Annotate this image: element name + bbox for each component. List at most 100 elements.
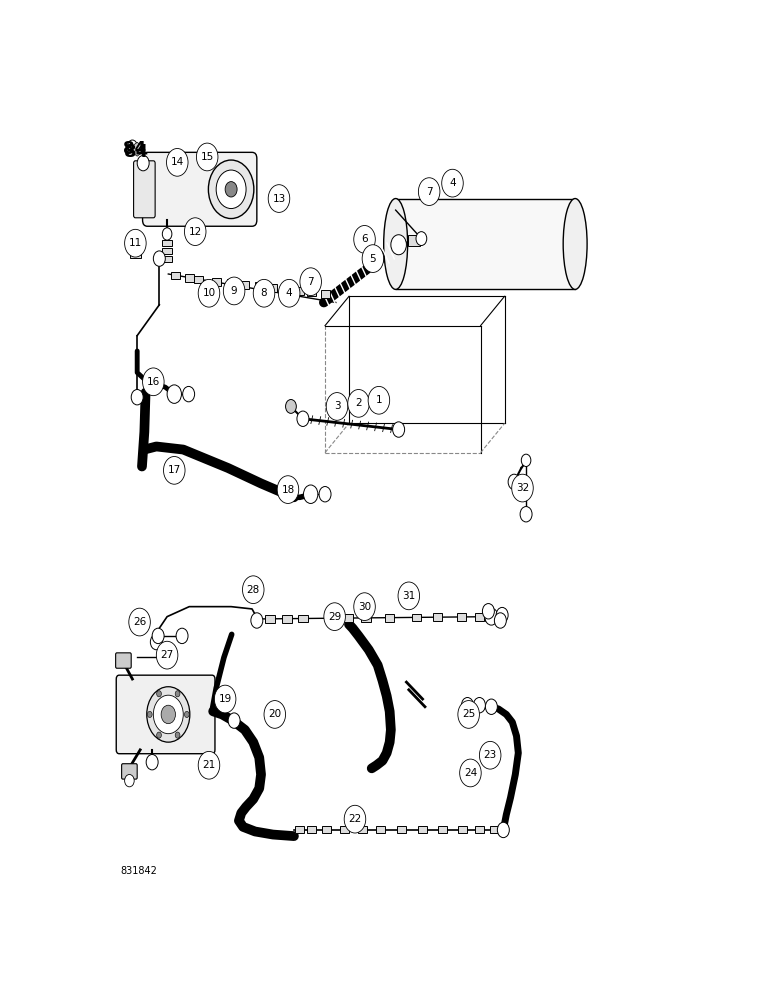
Text: 2: 2 bbox=[355, 398, 362, 408]
Text: 10: 10 bbox=[202, 288, 215, 298]
Circle shape bbox=[225, 182, 237, 197]
Text: 11: 11 bbox=[129, 238, 142, 248]
Circle shape bbox=[264, 701, 286, 728]
Circle shape bbox=[520, 482, 532, 497]
Circle shape bbox=[161, 705, 175, 724]
Circle shape bbox=[303, 485, 318, 503]
Circle shape bbox=[286, 400, 296, 413]
Circle shape bbox=[176, 628, 188, 644]
Circle shape bbox=[175, 732, 180, 738]
Text: 84: 84 bbox=[124, 140, 147, 158]
Circle shape bbox=[198, 751, 220, 779]
Text: 32: 32 bbox=[516, 483, 529, 493]
Bar bbox=[325, 614, 334, 622]
Bar bbox=[194, 276, 203, 283]
Circle shape bbox=[147, 687, 190, 742]
Text: 25: 25 bbox=[462, 709, 476, 719]
Circle shape bbox=[137, 155, 149, 171]
Text: 7: 7 bbox=[426, 187, 432, 197]
Circle shape bbox=[418, 178, 440, 205]
Circle shape bbox=[147, 711, 152, 718]
Circle shape bbox=[494, 613, 506, 628]
Circle shape bbox=[208, 160, 254, 219]
Bar bbox=[162, 248, 172, 254]
Circle shape bbox=[362, 245, 384, 272]
Circle shape bbox=[485, 608, 498, 625]
Circle shape bbox=[512, 474, 533, 502]
Circle shape bbox=[297, 411, 309, 426]
Circle shape bbox=[229, 713, 240, 728]
Bar bbox=[438, 826, 447, 833]
Bar bbox=[269, 284, 277, 292]
Text: 3: 3 bbox=[334, 401, 340, 411]
Circle shape bbox=[242, 576, 264, 604]
Ellipse shape bbox=[384, 199, 408, 289]
Bar bbox=[411, 614, 422, 621]
FancyBboxPatch shape bbox=[116, 653, 131, 668]
Circle shape bbox=[185, 711, 189, 718]
Bar bbox=[130, 241, 141, 246]
Bar bbox=[340, 826, 349, 833]
Circle shape bbox=[196, 143, 218, 171]
Circle shape bbox=[216, 170, 246, 209]
Text: 22: 22 bbox=[348, 814, 361, 824]
Bar bbox=[162, 240, 172, 246]
Bar bbox=[320, 290, 330, 298]
Circle shape bbox=[391, 235, 406, 255]
Bar bbox=[171, 272, 180, 279]
Circle shape bbox=[268, 185, 290, 212]
Circle shape bbox=[124, 774, 134, 787]
Circle shape bbox=[344, 805, 366, 833]
Text: 1: 1 bbox=[376, 395, 382, 405]
Bar bbox=[490, 826, 499, 833]
Circle shape bbox=[143, 368, 164, 396]
Bar bbox=[282, 615, 292, 623]
Bar bbox=[376, 826, 385, 833]
Bar bbox=[130, 247, 141, 252]
Text: 21: 21 bbox=[202, 760, 215, 770]
FancyBboxPatch shape bbox=[122, 764, 137, 779]
Text: 13: 13 bbox=[273, 194, 286, 204]
Circle shape bbox=[185, 218, 206, 246]
Circle shape bbox=[183, 386, 195, 402]
Text: 24: 24 bbox=[464, 768, 477, 778]
Text: 8: 8 bbox=[261, 288, 267, 298]
Circle shape bbox=[347, 389, 369, 417]
Circle shape bbox=[354, 225, 375, 253]
Circle shape bbox=[473, 698, 486, 713]
Text: 17: 17 bbox=[168, 465, 181, 475]
Bar bbox=[361, 614, 371, 622]
Circle shape bbox=[162, 228, 172, 240]
Text: 12: 12 bbox=[188, 227, 201, 237]
Circle shape bbox=[368, 386, 390, 414]
Text: 26: 26 bbox=[133, 617, 146, 627]
Circle shape bbox=[354, 593, 375, 620]
Text: 30: 30 bbox=[358, 602, 371, 612]
Circle shape bbox=[462, 698, 473, 713]
Text: 5: 5 bbox=[370, 254, 376, 264]
Bar bbox=[358, 826, 367, 833]
Circle shape bbox=[223, 277, 245, 305]
Circle shape bbox=[167, 148, 188, 176]
Circle shape bbox=[479, 741, 501, 769]
Bar bbox=[457, 613, 466, 621]
Circle shape bbox=[198, 279, 220, 307]
Bar bbox=[433, 613, 442, 621]
Bar bbox=[385, 614, 394, 622]
Circle shape bbox=[508, 474, 520, 490]
Ellipse shape bbox=[564, 199, 587, 289]
Text: 19: 19 bbox=[218, 694, 232, 704]
Circle shape bbox=[154, 251, 165, 266]
Bar bbox=[458, 826, 467, 833]
Circle shape bbox=[319, 487, 331, 502]
Text: 29: 29 bbox=[328, 612, 341, 622]
Bar bbox=[307, 289, 317, 296]
Bar bbox=[408, 235, 420, 246]
Circle shape bbox=[151, 634, 162, 650]
Circle shape bbox=[124, 229, 146, 257]
Text: 15: 15 bbox=[201, 152, 214, 162]
Text: 4: 4 bbox=[449, 178, 455, 188]
Circle shape bbox=[215, 685, 236, 713]
Bar bbox=[240, 281, 249, 289]
Text: 16: 16 bbox=[147, 377, 160, 387]
